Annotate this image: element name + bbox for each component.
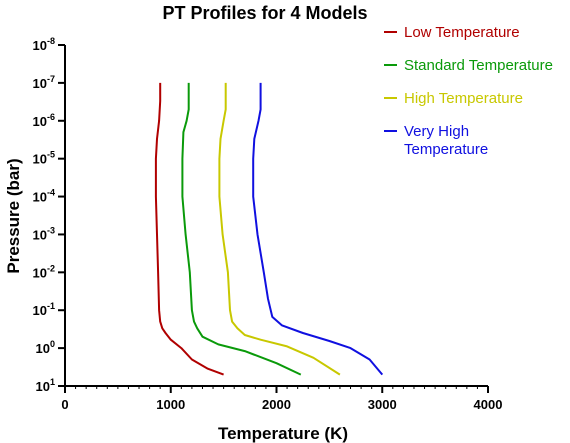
series-line-1 — [154, 82, 224, 376]
y-tick-label: 10-5 — [33, 150, 55, 167]
x-tick-label: 3000 — [368, 397, 397, 412]
y-axis-label: Pressure (bar) — [4, 158, 23, 273]
x-tick-label: 2000 — [262, 397, 291, 412]
legend-label: Low Temperature — [404, 24, 520, 41]
series-line-3 — [218, 82, 341, 376]
legend-label: High Temperature — [404, 90, 523, 107]
x-tick-label: 4000 — [474, 397, 503, 412]
legend-label: Standard Temperature — [404, 57, 553, 74]
y-tick-label: 101 — [36, 377, 55, 394]
series-line-4 — [252, 82, 384, 376]
y-tick-label: 100 — [36, 339, 55, 356]
legend-item-2: Standard Temperature — [384, 57, 553, 74]
x-tick-label: 1000 — [156, 397, 185, 412]
y-tick-label: 10-4 — [33, 188, 55, 205]
y-tick-label: 10-6 — [33, 112, 55, 129]
y-tick-label: 10-8 — [33, 36, 55, 53]
chart-title: PT Profiles for 4 Models — [162, 3, 367, 23]
y-tick-label: 10-1 — [33, 301, 55, 318]
legend: Low Temperature Standard Temperature High … — [384, 24, 553, 158]
plot-area — [154, 82, 384, 376]
x-tick-label: 0 — [61, 397, 68, 412]
y-tick-label: 10-3 — [33, 225, 55, 242]
y-tick-label: 10-2 — [33, 263, 55, 280]
axes: 0 1000 2000 3000 4000 10-8 10-7 10-6 10-5 10-4 10-… — [33, 36, 503, 412]
legend-label: Very High Temperature — [404, 123, 488, 158]
series-line-2 — [181, 82, 302, 376]
legend-item-1: Low Temperature — [384, 24, 520, 41]
legend-item-3: High Temperature — [384, 90, 523, 107]
legend-item-4: Very High Temperature — [384, 123, 488, 158]
x-axis-label: Temperature (K) — [218, 424, 348, 443]
y-tick-label: 10-7 — [33, 74, 55, 91]
